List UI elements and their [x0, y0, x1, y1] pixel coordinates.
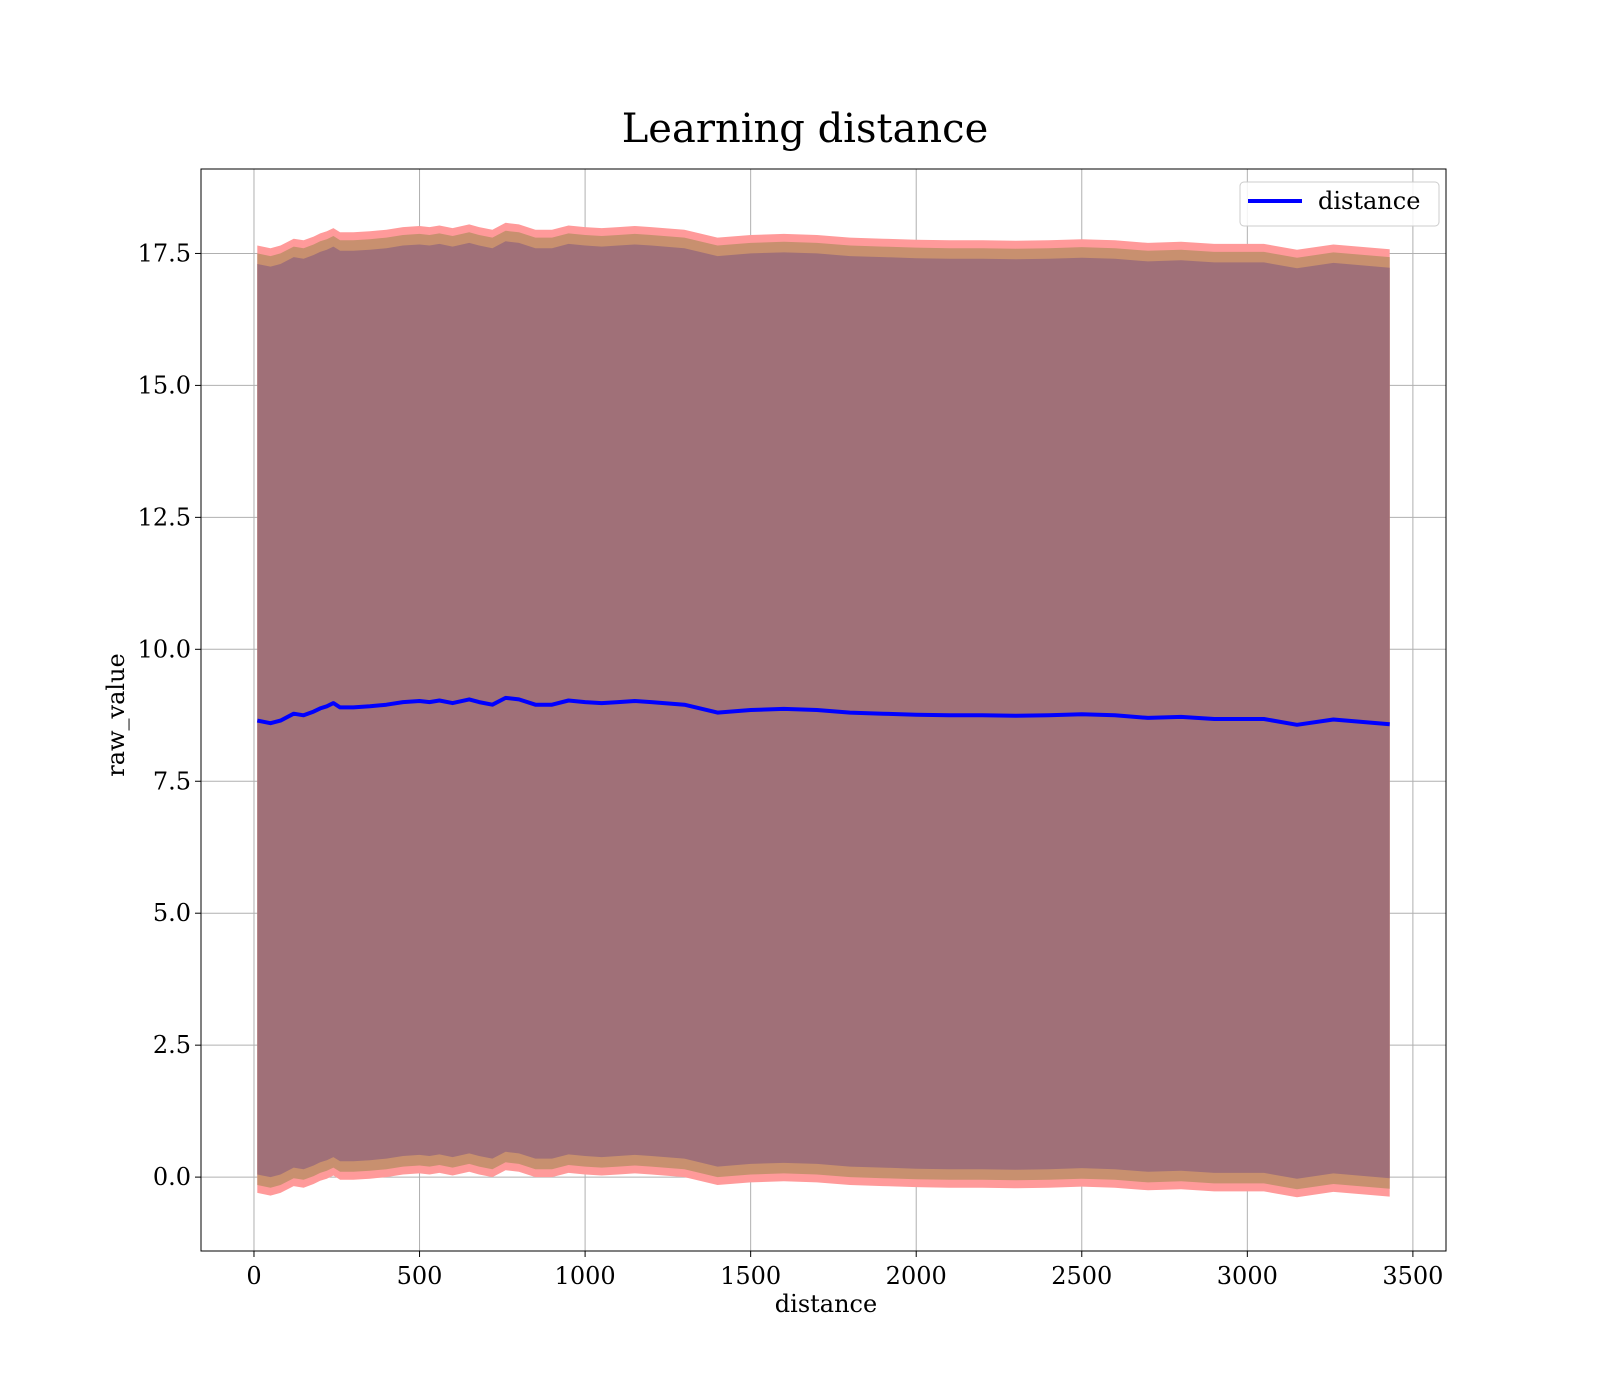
x-tick-label: 500: [397, 1262, 443, 1290]
y-tick-label: 0.0: [153, 1163, 191, 1191]
y-tick-label: 10.0: [138, 635, 191, 663]
y-tick-label: 12.5: [138, 503, 191, 531]
y-tick-label: 5.0: [153, 899, 191, 927]
y-axis-ticks: 0.0 2.5 5.0 7.5 10.0 12.5 15.0 17.5: [138, 239, 201, 1191]
series-lines: [256, 695, 1390, 727]
x-tick-label: 3000: [1217, 1262, 1278, 1290]
y-tick-label: 7.5: [153, 767, 191, 795]
series-line-distance: [256, 695, 1390, 727]
x-axis-label: distance: [775, 1290, 877, 1318]
legend-label: distance: [1318, 187, 1420, 215]
chart-title: Learning distance: [622, 106, 989, 152]
x-tick-label: 1500: [720, 1262, 781, 1290]
x-axis-ticks: 0 500 1000 1500 2000 2500 3000 3500: [246, 1251, 1443, 1290]
y-axis-label: raw_value: [102, 653, 130, 777]
y-tick-label: 17.5: [138, 239, 191, 267]
y-tick-label: 15.0: [138, 371, 191, 399]
x-tick-label: 1000: [555, 1262, 616, 1290]
legend-box: [1239, 181, 1440, 227]
x-tick-label: 0: [246, 1262, 261, 1290]
plot-frame: [200, 168, 1447, 1252]
x-tick-label: 2500: [1051, 1262, 1112, 1290]
y-tick-label: 2.5: [153, 1031, 191, 1059]
x-tick-label: 2000: [886, 1262, 947, 1290]
legend: distance: [1239, 181, 1440, 227]
x-tick-label: 3500: [1382, 1262, 1443, 1290]
